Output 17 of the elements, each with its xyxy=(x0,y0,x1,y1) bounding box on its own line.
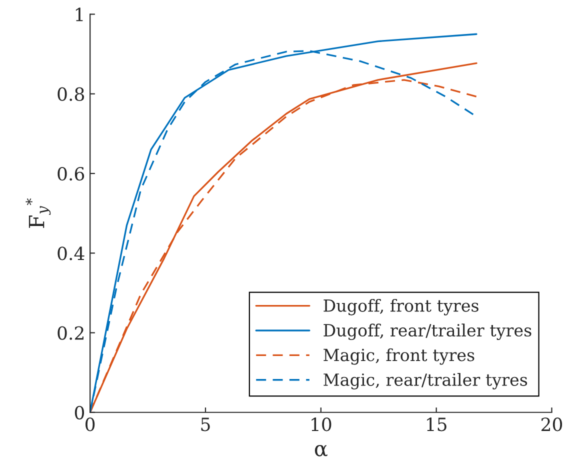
legend-label: Magic, rear/trailer tyres xyxy=(324,373,528,390)
x-tick-label: 5 xyxy=(201,418,210,432)
y-tick-label: 0 xyxy=(74,406,84,420)
x-tick-label: 20 xyxy=(541,418,562,432)
x-tick-label: 10 xyxy=(312,418,332,432)
y-tick-label: 0.8 xyxy=(58,87,84,101)
y-tick-label: 1 xyxy=(76,8,83,22)
y-tick-label: 0.4 xyxy=(58,246,84,260)
y-axis-title: F$_{y}$$^{*}$ xyxy=(26,198,51,228)
x-tick-label: 0 xyxy=(86,418,95,432)
x-axis-title: α xyxy=(314,445,328,456)
legend-label: Dugoff, rear/trailer tyres xyxy=(324,324,532,340)
legend-label: Dugoff, front tyres xyxy=(324,298,478,316)
x-tick-label: 15 xyxy=(427,418,446,432)
legend-label: Magic, front tyres xyxy=(324,348,474,365)
y-tick-label: 0.6 xyxy=(58,166,84,181)
y-tick-label: 0.2 xyxy=(58,326,84,340)
